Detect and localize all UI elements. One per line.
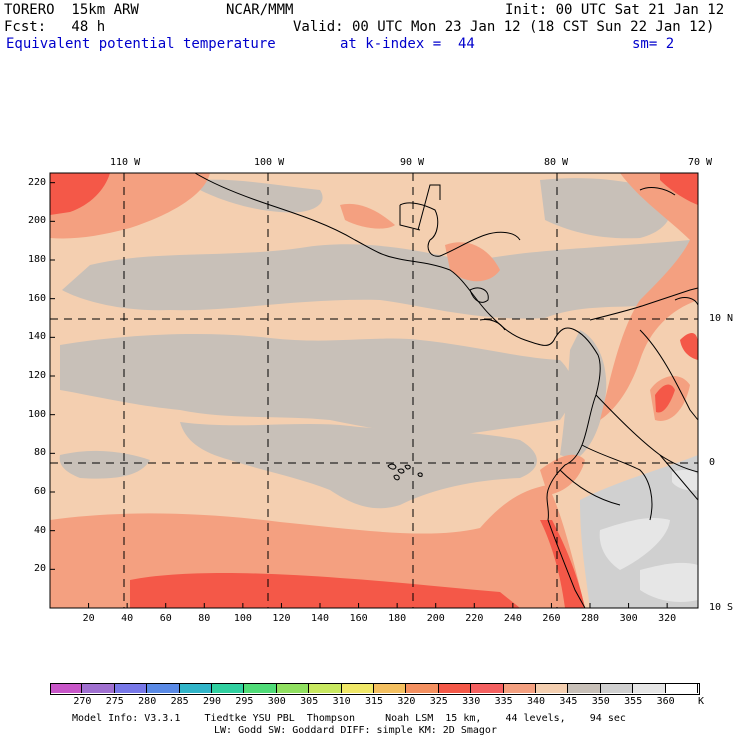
map-frame xyxy=(49,172,699,609)
lat-label-10s: 10 S xyxy=(709,602,734,613)
x-tick-label: 280 xyxy=(581,613,600,624)
colorbar-frame xyxy=(50,683,700,695)
colorbar-swatch xyxy=(82,683,115,693)
lat-label-10n: 10 N xyxy=(709,313,734,324)
y-tick-label: 180 xyxy=(28,254,47,265)
x-tick-label: 80 xyxy=(198,613,211,624)
x-tick-label: 300 xyxy=(619,613,638,624)
colorbar-swatch xyxy=(147,683,180,693)
y-tick-label: 200 xyxy=(28,215,47,227)
valid-time: Valid: 00 UTC Mon 23 Jan 12 (18 CST Sun … xyxy=(293,19,715,35)
x-tick-label: 260 xyxy=(542,613,561,624)
colorbar-label: 290 xyxy=(202,696,222,707)
init-time: Init: 00 UTC Sat 21 Jan 12 xyxy=(505,2,725,18)
y-tick-label: 60 xyxy=(34,486,47,497)
colorbar-swatch xyxy=(341,683,374,693)
y-tick-label: 140 xyxy=(28,331,47,343)
colorbar-label: 335 xyxy=(494,696,513,707)
colorbar-label: 325 xyxy=(429,696,448,707)
colorbar-swatch xyxy=(212,683,245,693)
colorbar-swatch xyxy=(406,683,439,693)
x-tick-label: 60 xyxy=(159,613,172,624)
galapagos-islands xyxy=(387,463,423,481)
colorbar-label: 270 xyxy=(73,696,92,707)
y-tick-label: 40 xyxy=(34,524,47,536)
colorbar-label: 315 xyxy=(364,696,384,707)
field-band-330-335 xyxy=(50,173,698,608)
colorbar-label: 305 xyxy=(300,696,319,707)
colorbar-swatch xyxy=(309,683,342,693)
colorbar-label: 280 xyxy=(138,696,157,707)
colorbar-label: 275 xyxy=(105,696,124,707)
y-tick-label: 160 xyxy=(28,292,47,304)
lon-label-110w: 110 W xyxy=(110,157,141,168)
colorbar-label: 330 xyxy=(462,696,481,707)
colorbar-label: 285 xyxy=(170,696,189,707)
lon-label-100w: 100 W xyxy=(254,157,285,168)
x-tick-label: 320 xyxy=(658,613,677,624)
x-tick-label: 180 xyxy=(388,613,407,624)
field-band-355-360 xyxy=(599,469,698,602)
colorbar-swatch xyxy=(471,683,504,693)
field-band-345-350 xyxy=(59,178,698,509)
colorbar-label: 360 xyxy=(656,696,675,707)
colorbar-swatch xyxy=(50,683,83,693)
forecast-hour: Fcst: 48 h xyxy=(4,19,106,35)
y-tick-label: 120 xyxy=(28,370,47,381)
colorbar-label: 340 xyxy=(526,696,546,707)
colorbar-swatch xyxy=(114,683,148,693)
lat-lon-grid xyxy=(50,173,698,608)
colorbar-swatch xyxy=(633,683,666,693)
colorbar-label: 300 xyxy=(267,696,286,707)
colorbar-swatch xyxy=(438,683,472,693)
y-tick-label: 100 xyxy=(28,408,47,420)
x-tick-label: 40 xyxy=(121,613,134,624)
colorbar-label: 345 xyxy=(559,696,578,707)
x-tick-label: 100 xyxy=(233,613,252,624)
colorbar-swatch xyxy=(568,683,601,693)
colorbar-label: 310 xyxy=(332,696,351,707)
model-info-line1: Model Info: V3.3.1 Tiedtke YSU PBL Thomp… xyxy=(72,713,626,724)
colorbar-swatch xyxy=(536,683,569,693)
colorbar-unit: K xyxy=(698,696,705,707)
colorbar-swatch xyxy=(276,683,310,693)
y-tick-label: 220 xyxy=(28,176,47,188)
level-info: at k-index = 44 xyxy=(340,36,475,52)
model-info-line2: LW: Godd SW: Goddard DIFF: simple KM: 2D… xyxy=(214,725,497,736)
field-name: Equivalent potential temperature xyxy=(6,36,276,52)
x-tick-label: 20 xyxy=(82,613,95,624)
x-tick-label: 200 xyxy=(426,613,445,624)
lat-label-0: 0 xyxy=(709,457,716,468)
colorbar-swatch xyxy=(503,683,536,693)
colorbar-label: 295 xyxy=(235,696,254,707)
model-title: TORERO 15km ARW xyxy=(4,2,139,18)
y-tick-label: 80 xyxy=(34,447,47,459)
x-tick-label: 120 xyxy=(272,613,291,624)
colorbar-swatch xyxy=(179,683,212,693)
lon-label-70w: 70 W xyxy=(688,157,713,168)
coastlines xyxy=(194,173,698,608)
y-tick-label: 20 xyxy=(34,563,47,575)
x-tick-label: 220 xyxy=(465,613,484,624)
x-tick-label: 240 xyxy=(503,613,522,624)
smoothing-info: sm= 2 xyxy=(632,36,675,52)
axis-ticks xyxy=(50,182,668,608)
colorbar-swatch xyxy=(244,683,277,693)
colorbar-swatch xyxy=(600,683,634,693)
colorbar-swatch xyxy=(665,683,698,693)
org-label: NCAR/MMM xyxy=(226,2,294,18)
colorbar-label: 355 xyxy=(624,696,643,707)
colorbar-label: 320 xyxy=(397,696,416,707)
colorbar-label: 350 xyxy=(591,696,610,707)
x-tick-label: 160 xyxy=(349,613,368,624)
x-tick-label: 140 xyxy=(311,613,330,624)
colorbar-swatch xyxy=(374,683,407,693)
lon-label-90w: 90 W xyxy=(400,157,425,168)
lon-label-80w: 80 W xyxy=(544,157,569,168)
